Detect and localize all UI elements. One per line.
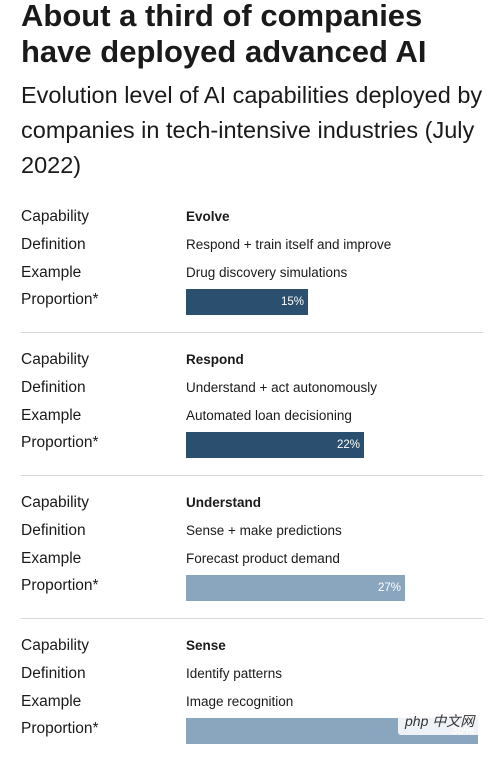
table-row: Proportion* 27% bbox=[0, 575, 504, 602]
proportion-bar: 22% bbox=[186, 432, 364, 458]
table-row: Definition Understand + act autonomously bbox=[0, 378, 504, 404]
example-value: Image recognition bbox=[186, 694, 294, 709]
table-row: Definition Identify patterns bbox=[0, 664, 504, 690]
table-row: Definition Sense + make predictions bbox=[0, 521, 504, 547]
example-value: Forecast product demand bbox=[186, 551, 340, 566]
definition-label: Definition bbox=[21, 522, 86, 539]
capability-value: Sense bbox=[186, 638, 226, 653]
proportion-bar: 27% bbox=[186, 575, 405, 601]
watermark-text: php 中文网 bbox=[405, 713, 475, 729]
table-row: Example Forecast product demand bbox=[0, 549, 504, 575]
example-label: Example bbox=[21, 264, 82, 281]
definition-value: Sense + make predictions bbox=[186, 523, 342, 538]
bar-value-label: 15% bbox=[280, 296, 304, 308]
proportion-label: Proportion* bbox=[21, 434, 99, 451]
capability-block: Capability Evolve Definition Respond + trai… bbox=[0, 207, 504, 337]
capability-block: Capability Understand Definition Sense + ma… bbox=[0, 493, 504, 623]
table-row: Example Automated loan decisioning bbox=[0, 406, 504, 432]
proportion-label: Proportion* bbox=[21, 577, 99, 594]
table-row: Proportion* 22% bbox=[0, 432, 504, 459]
example-label: Example bbox=[21, 550, 82, 567]
example-label: Example bbox=[21, 693, 82, 710]
table-row: Capability Evolve bbox=[0, 207, 504, 233]
proportion-label: Proportion* bbox=[21, 291, 99, 308]
definition-value: Respond + train itself and improve bbox=[186, 237, 392, 252]
proportion-label: Proportion* bbox=[21, 720, 99, 737]
divider bbox=[21, 618, 483, 619]
example-label: Example bbox=[21, 407, 82, 424]
definition-value: Identify patterns bbox=[186, 666, 283, 681]
chart-subtitle: Evolution level of AI capabilities deplo… bbox=[21, 82, 483, 178]
divider bbox=[21, 332, 483, 333]
capability-label: Capability bbox=[21, 637, 90, 654]
definition-label: Definition bbox=[21, 379, 86, 396]
chart-title: About a third of companies have deployed… bbox=[21, 0, 427, 69]
capability-value: Evolve bbox=[186, 209, 230, 224]
capability-block: Capability Respond Definition Understand + … bbox=[0, 350, 504, 480]
definition-label: Definition bbox=[21, 665, 86, 682]
table-row: Capability Understand bbox=[0, 493, 504, 519]
divider bbox=[21, 475, 483, 476]
table-row: Proportion* 15% bbox=[0, 289, 504, 316]
bar-value-label: 27% bbox=[377, 582, 401, 594]
definition-value: Understand + act autonomously bbox=[186, 380, 377, 395]
capability-label: Capability bbox=[21, 351, 90, 368]
example-value: Automated loan decisioning bbox=[186, 408, 352, 423]
capability-block: Capability Sense Definition Identify patter… bbox=[0, 636, 504, 766]
table-row: Capability Respond bbox=[0, 350, 504, 376]
table-row: Capability Sense bbox=[0, 636, 504, 662]
example-value: Drug discovery simulations bbox=[186, 265, 348, 280]
bar-value-label: 22% bbox=[336, 439, 360, 451]
capability-label: Capability bbox=[21, 494, 90, 511]
table-row: Definition Respond + train itself and imp… bbox=[0, 235, 504, 261]
capability-value: Understand bbox=[186, 495, 262, 510]
definition-label: Definition bbox=[21, 236, 86, 253]
capability-label: Capability bbox=[21, 208, 90, 225]
table-row: Example Drug discovery simulations bbox=[0, 263, 504, 289]
table-row: Example Image recognition bbox=[0, 692, 504, 718]
proportion-bar: 15% bbox=[186, 289, 308, 315]
watermark: php 中文网 bbox=[398, 707, 504, 735]
capability-value: Respond bbox=[186, 352, 244, 367]
